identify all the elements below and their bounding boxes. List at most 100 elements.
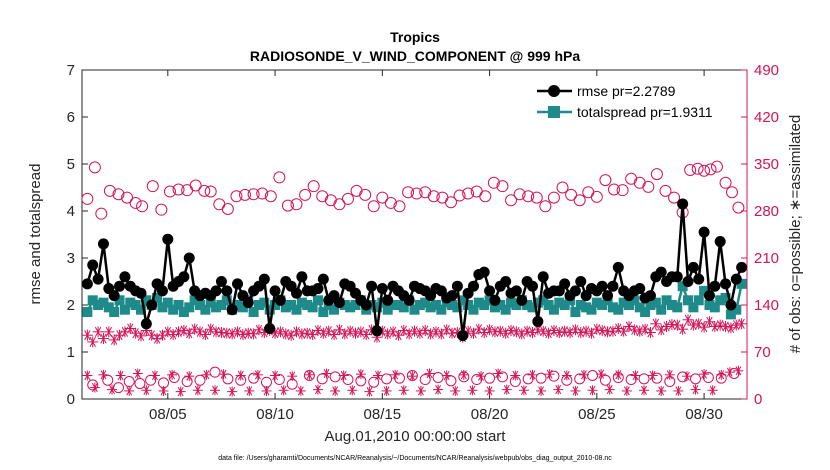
legend-totalspread-label: totalspread pr=1.9311 (577, 104, 713, 120)
totalspread-point (286, 300, 297, 310)
possible-obs-marker (333, 198, 346, 211)
low-assimilated-obs-marker (98, 369, 109, 380)
low-assimilated-obs-marker (312, 384, 323, 395)
totalspread-point (168, 304, 179, 315)
rmse-point (478, 266, 490, 278)
possible-obs-marker (556, 181, 569, 194)
chart-subtitle: RADIOSONDE_V_WIND_COMPONENT @ 999 hPa (250, 48, 580, 64)
low-assimilated-obs-marker (175, 386, 186, 397)
rmse-point (291, 287, 303, 299)
totalspread-point (152, 292, 163, 303)
assimilated-obs-marker (226, 328, 238, 340)
low-possible-obs-marker (248, 372, 260, 384)
possible-obs-marker (112, 188, 125, 201)
rmse-point (371, 325, 383, 337)
possible-obs-marker (719, 176, 732, 189)
possible-obs-marker (95, 207, 108, 220)
low-assimilated-obs-marker (347, 385, 358, 396)
rmse-point (693, 273, 705, 285)
low-assimilated-obs-marker (124, 385, 135, 396)
totalspread-point (200, 304, 211, 315)
possible-obs-marker (453, 189, 466, 202)
x-tick-label: 08/30 (685, 406, 723, 423)
low-assimilated-obs-marker (681, 371, 692, 382)
low-assimilated-obs-marker (647, 370, 658, 381)
low-assimilated-obs-marker (278, 385, 289, 396)
low-assimilated-obs-marker (476, 371, 486, 382)
low-assimilated-obs-marker (270, 370, 281, 381)
totalspread-point (709, 302, 720, 313)
possible-obs-marker (565, 188, 578, 201)
rmse-point (156, 285, 168, 297)
rmse-point (333, 297, 345, 309)
totalspread-point (452, 302, 463, 313)
y2-tick-label: 140 (754, 297, 779, 314)
low-assimilated-obs-marker (184, 371, 195, 382)
rmse-point (532, 315, 544, 327)
assimilated-obs-marker (242, 327, 254, 339)
totalspread-point (554, 297, 565, 308)
assimilated-obs-marker (591, 323, 603, 335)
low-possible-obs-marker (587, 370, 599, 381)
low-assimilated-obs-marker (321, 368, 332, 379)
totalspread-point (586, 304, 597, 315)
possible-obs-marker (691, 162, 704, 175)
rmse-point (682, 276, 694, 287)
low-assimilated-obs-marker (493, 368, 504, 379)
low-possible-obs-marker (625, 374, 637, 386)
low-assimilated-obs-marker (664, 369, 675, 380)
totalspread-point (87, 295, 98, 306)
low-possible-obs-marker (496, 371, 508, 383)
low-assimilated-obs-marker (390, 369, 401, 380)
y2-axis-label: # of obs: o=possible; ∗=assimilated (787, 115, 804, 354)
low-assimilated-obs-marker (330, 385, 341, 396)
x-tick-label: 08/20 (471, 406, 509, 423)
totalspread-point (715, 295, 726, 306)
legend-totalspread-marker (548, 106, 560, 118)
low-assimilated-obs-marker (716, 369, 727, 380)
totalspread-point (264, 304, 275, 315)
rmse-point (403, 294, 415, 306)
totalspread-point (388, 300, 399, 310)
rmse-point (575, 276, 587, 287)
rmse-point (569, 285, 581, 297)
low-possible-obs-marker (574, 373, 586, 385)
totalspread-point (559, 300, 570, 310)
totalspread-point (125, 297, 136, 308)
low-possible-obs-marker (484, 372, 496, 384)
assimilated-obs-marker (559, 325, 571, 337)
totalspread-point (329, 304, 340, 315)
totalspread-point (409, 304, 420, 315)
low-possible-obs-marker (87, 379, 99, 391)
low-assimilated-obs-marker (373, 370, 384, 381)
rmse-point (602, 290, 614, 302)
possible-obs-marker (103, 184, 116, 197)
low-possible-obs-marker (638, 373, 650, 385)
possible-obs-marker (299, 188, 312, 201)
possible-obs-marker (659, 184, 672, 197)
totalspread-point (237, 302, 248, 313)
assimilated-obs-marker (628, 324, 640, 336)
totalspread-point (624, 300, 635, 310)
totalspread-point (543, 300, 554, 310)
y-tick-label: 2 (67, 297, 75, 314)
possible-obs-marker (247, 188, 260, 201)
totalspread-point (103, 302, 114, 313)
y-tick-label: 5 (67, 156, 75, 173)
totalspread-point (318, 307, 329, 318)
rmse-point (537, 271, 549, 283)
low-assimilated-obs-marker (699, 369, 710, 380)
possible-obs-marker (704, 163, 717, 176)
totalspread-point (216, 300, 227, 310)
possible-obs-marker (221, 202, 234, 215)
totalspread-point (640, 307, 651, 318)
y2-tick-label: 280 (754, 203, 779, 220)
low-assimilated-obs-marker (210, 385, 220, 396)
rmse-point (516, 294, 528, 306)
totalspread-point (511, 300, 522, 310)
totalspread-point (270, 300, 281, 310)
possible-obs-marker (487, 176, 500, 189)
totalspread-point (414, 300, 425, 310)
totalspread-point (457, 295, 468, 306)
assimilated-obs-marker (92, 326, 104, 338)
